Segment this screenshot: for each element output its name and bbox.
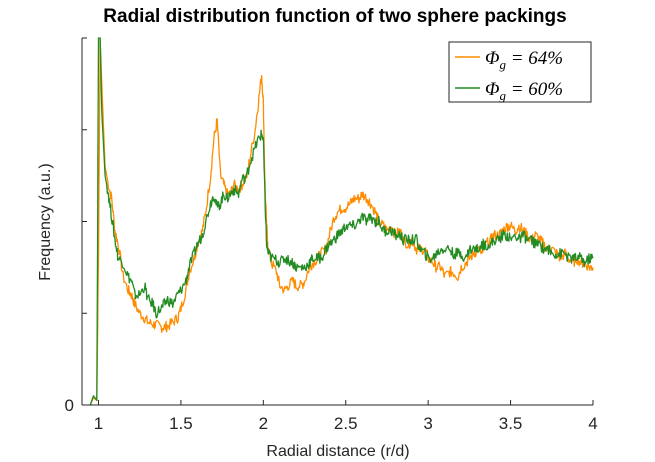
- legend-label-series-2: Φg = 60%: [485, 79, 563, 103]
- x-tick-label: 4: [588, 414, 597, 433]
- x-tick-label: 1: [94, 414, 103, 433]
- y-tick-label: 0: [65, 396, 74, 415]
- series-layer: [89, 37, 594, 406]
- x-tick-label: 1.5: [169, 414, 193, 433]
- x-tick-label: 3: [423, 414, 432, 433]
- legend-label-series-1: Φg = 64%: [485, 48, 563, 72]
- x-tick-label: 3.5: [499, 414, 523, 433]
- legend: Φg = 64% Φg = 60%: [448, 41, 592, 103]
- x-axis-label: Radial distance (r/d): [266, 443, 409, 460]
- chart-title: Radial distribution function of two sphe…: [103, 6, 566, 27]
- x-tick-label: 2.5: [334, 414, 358, 433]
- ticks-layer: 1 1.5 2 2.5 3 3.5 4 0: [65, 37, 598, 433]
- series-line-2: [89, 37, 594, 406]
- y-axis-label: Frequency (a.u.): [37, 163, 54, 280]
- x-tick-label: 2: [259, 414, 268, 433]
- legend-box: [448, 41, 592, 103]
